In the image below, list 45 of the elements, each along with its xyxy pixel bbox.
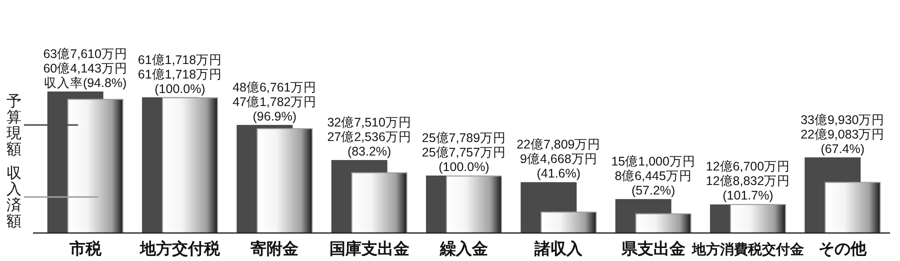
annotation: (57.2%) <box>631 184 676 198</box>
annotation: (41.6%) <box>536 166 581 181</box>
bar <box>540 212 597 234</box>
annotation: (100.0%) <box>154 82 206 96</box>
x-tick-label: 繰入金 <box>439 240 488 258</box>
bar <box>162 97 218 234</box>
x-tick-label: 地方交付税 <box>139 239 221 258</box>
bar <box>824 182 881 234</box>
annotation: 25億7,789万円 <box>422 131 506 146</box>
annotation: 9億4,668万円 <box>520 152 598 166</box>
annotation: 32億7,510万円 <box>327 116 412 130</box>
text: 63億7,610万円 <box>43 47 128 61</box>
text: 60億4,143万円 <box>43 62 128 76</box>
annotation: 33億9,930万円 <box>800 112 885 127</box>
x-tick-label: 国庫支出金 <box>329 239 410 258</box>
annotation: (96.9%) <box>252 109 297 124</box>
x-tick-label: 諸収入 <box>534 240 584 258</box>
x-tick-label: 市税 <box>68 240 102 258</box>
annotation: 48億6,761万円 <box>232 80 317 94</box>
annotation: (67.4%) <box>820 142 865 156</box>
x-tick-label: その他 <box>818 240 868 258</box>
annotation: 22億9,083万円 <box>800 127 885 142</box>
x-tick-label: 寄附金 <box>250 239 299 258</box>
annotation: 27億2,536万円 <box>327 130 412 144</box>
annotation: 12億8,832万円 <box>706 174 790 188</box>
x-tick-label: 県支出金 <box>620 240 686 258</box>
annotation: 47億1,782万円 <box>232 94 317 109</box>
x-tick-label: 地方消費税交付金 <box>691 241 805 257</box>
bar <box>446 176 502 234</box>
bar <box>730 204 786 234</box>
text: 収入率(94.8%) <box>44 75 127 90</box>
annotation: (100.0%) <box>438 160 490 174</box>
annotation: (83.2%) <box>347 144 392 159</box>
annotation: 15億1,000万円 <box>611 154 696 169</box>
text: 61億1,718万円 <box>138 67 222 82</box>
bar <box>67 98 124 234</box>
bar <box>351 172 408 234</box>
text: 61億1,718万円 <box>138 52 222 67</box>
bar <box>256 128 313 234</box>
annotation: 22億7,809万円 <box>516 138 601 152</box>
annotation: (101.7%) <box>722 188 774 203</box>
annotation: 12億6,700万円 <box>706 160 790 174</box>
annotation: 8億6,445万円 <box>614 169 692 184</box>
annotation: 25億7,757万円 <box>422 146 506 160</box>
bar <box>635 213 692 234</box>
